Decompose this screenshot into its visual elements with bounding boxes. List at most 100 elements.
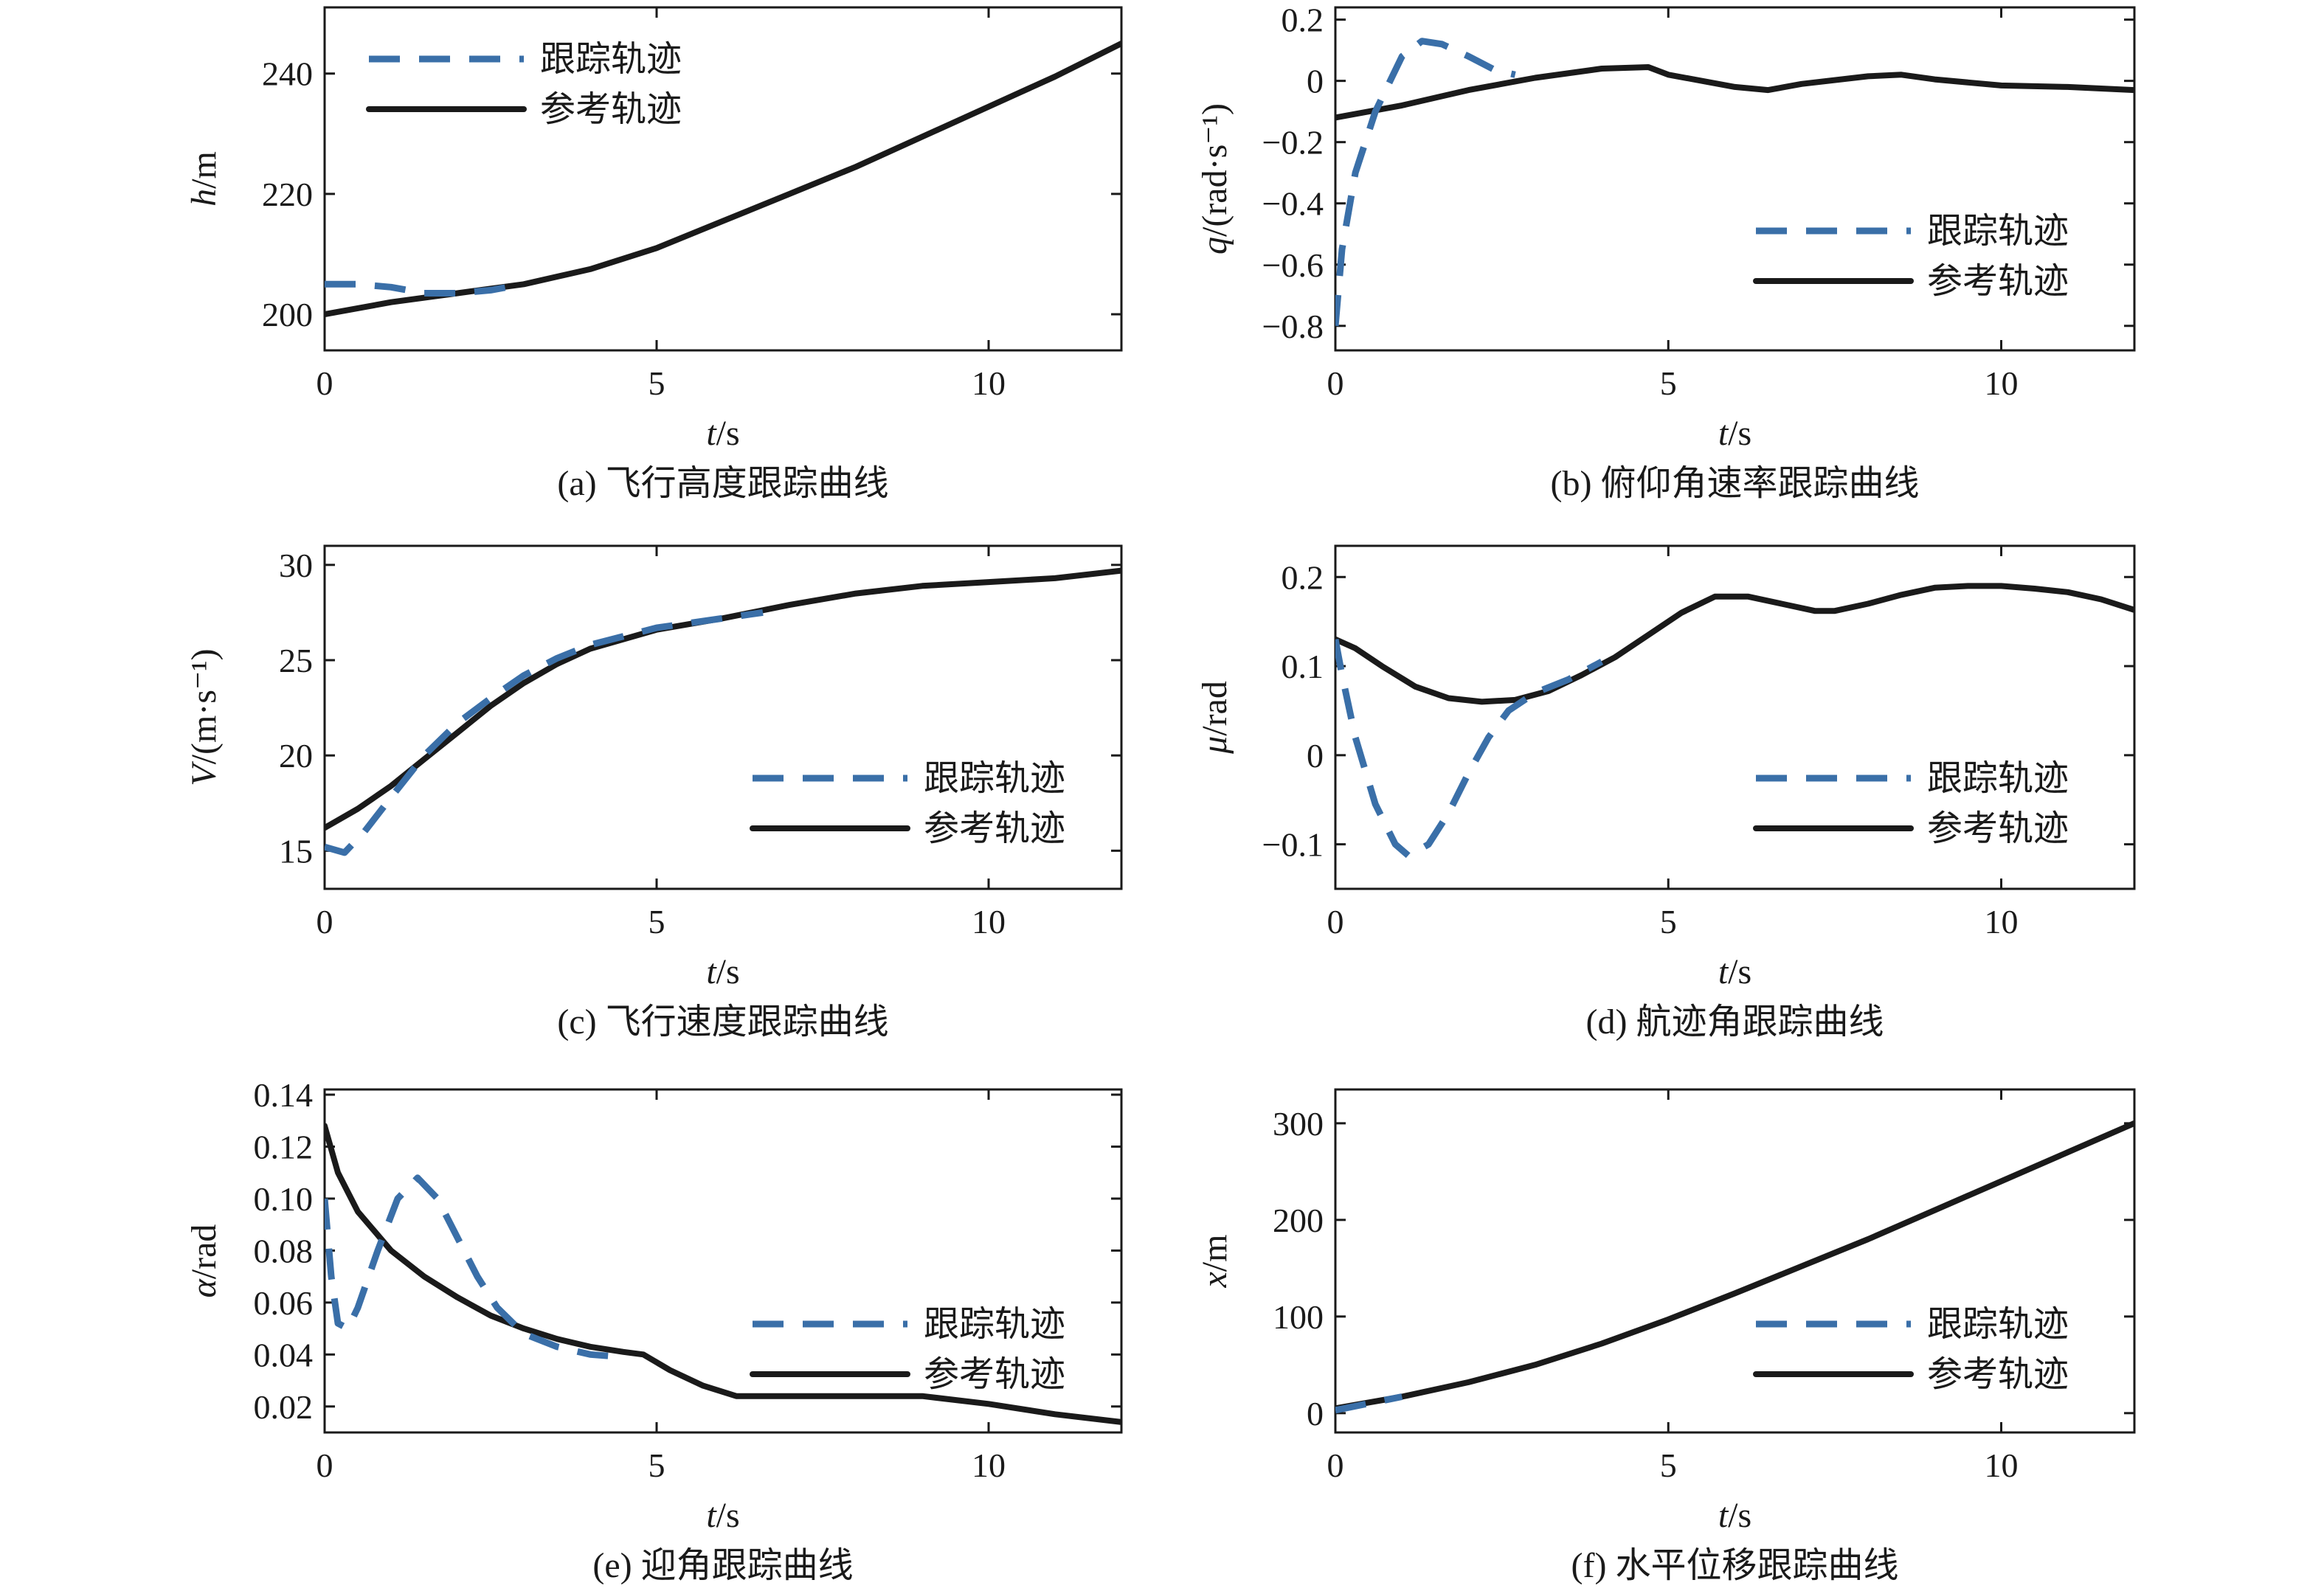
- panel-b-xlabel: t/s: [1718, 414, 1751, 453]
- legend-tracking-label: 跟踪轨迹: [1927, 759, 2069, 798]
- panel-e-ylabel: α/rad: [184, 1224, 224, 1298]
- panel-c-tracking-line: [325, 609, 764, 856]
- panel-a-tracking-line: [325, 280, 525, 297]
- panel-d-ytick-label: 0.2: [1282, 558, 1324, 596]
- panel-d-series-group: [1335, 583, 2134, 859]
- legend-tracking-label: 跟踪轨迹: [1927, 1305, 2069, 1344]
- panel-b-xlabel-symbol: t: [1718, 414, 1729, 453]
- panel-d-frame: [1334, 544, 2136, 890]
- panel-c-xlabel-symbol: t: [706, 952, 717, 991]
- panel-b-ytick-label: −0.2: [1262, 124, 1324, 162]
- legend-tracking-label: 跟踪轨迹: [924, 759, 1065, 798]
- legend-reference-label: 参考轨迹: [1927, 262, 2069, 301]
- panel-d-xlabel-unit: /s: [1728, 952, 1751, 991]
- panel-e-ytick-label: 0.14: [254, 1076, 314, 1114]
- panel-e-caption: (e) 迎角跟踪曲线: [592, 1546, 853, 1585]
- panel-d-tracking-line: [1335, 638, 1604, 859]
- panel-a-ylabel-unit: /m: [184, 151, 224, 189]
- panel-b-ylabel-symbol: q: [1195, 237, 1234, 254]
- legend-reference-label: 参考轨迹: [1927, 1355, 2069, 1394]
- panel-a-ylabel-symbol: h: [184, 189, 224, 207]
- panel-c-ytick-label: 15: [279, 832, 313, 870]
- panel-f-xtick-label: 0: [1327, 1446, 1344, 1484]
- panel-b-series-group: [1335, 38, 2134, 327]
- panel-c-series-group: [325, 567, 1121, 856]
- panel-f-ylabel: x/m: [1195, 1235, 1234, 1289]
- panel-c-frame: [323, 544, 1123, 890]
- panel-f-frame: [1334, 1088, 2136, 1434]
- panel-a-series-group: [325, 40, 1121, 318]
- panel-a-ytick-label: 200: [262, 296, 313, 333]
- panel-d-ylabel-symbol: μ: [1195, 736, 1234, 755]
- panel-a-xtick-label: 5: [649, 364, 665, 402]
- panel-f-tracking-line: [1335, 1393, 1403, 1414]
- panel-f-ytick-label: 100: [1273, 1298, 1324, 1336]
- panel-d: 0 5 10 0.2 0.1 0 −0.1 t/s μ/rad (d) 航迹角跟踪曲线 跟踪轨迹参考…: [1195, 544, 2136, 1042]
- panel-c-ylabel: V/(m·s⁻¹): [184, 648, 224, 786]
- panel-f-ylabel-unit: /m: [1195, 1235, 1234, 1272]
- panel-e-ylabel-symbol: α: [184, 1278, 224, 1297]
- panel-a-ytick-label: 240: [262, 55, 313, 93]
- panel-e-tracking-line: [325, 1174, 624, 1361]
- panel-e-ylabel-unit: /rad: [184, 1224, 224, 1280]
- panel-d-xlabel-symbol: t: [1718, 952, 1729, 991]
- legend-tracking-label: 跟踪轨迹: [540, 40, 682, 79]
- panel-e-reference-line: [325, 1123, 1121, 1425]
- panel-f-xtick-label: 5: [1660, 1446, 1677, 1484]
- panel-a-reference-line: [325, 40, 1121, 318]
- panel-b-xtick-label: 5: [1660, 364, 1677, 402]
- panel-d-ytick-label: 0: [1307, 737, 1324, 775]
- panel-e-xlabel-unit: /s: [716, 1496, 740, 1535]
- panel-f-xtick-label: 10: [1985, 1446, 2019, 1484]
- panel-c-ytick-label: 20: [279, 737, 313, 775]
- panel-f-ytick-label: 200: [1273, 1202, 1324, 1239]
- panel-f-xlabel: t/s: [1718, 1496, 1751, 1535]
- panel-b-xlabel-unit: /s: [1728, 414, 1751, 453]
- panel-e-xlabel: t/s: [706, 1496, 739, 1535]
- panel-d-xtick-label: 10: [1985, 903, 2019, 940]
- panel-d-xlabel: t/s: [1718, 952, 1751, 991]
- panel-e: 0 5 10 0.14 0.12 0.10 0.08 0.06 0.04 0.02 t/s α/rad…: [184, 1076, 1123, 1585]
- panel-f-ytick-label: 0: [1307, 1395, 1324, 1432]
- panel-b-ylabel: q/(rad·s⁻¹): [1195, 103, 1234, 254]
- panel-a-ytick-label: 220: [262, 176, 313, 213]
- panel-c-ytick-label: 30: [279, 547, 313, 584]
- panel-b-tracking-line: [1335, 38, 1516, 327]
- panel-c-xlabel-unit: /s: [716, 952, 740, 991]
- panel-b-ytick-label: −0.6: [1262, 246, 1324, 284]
- panel-d-ytick-label: 0.1: [1282, 648, 1324, 685]
- panel-b-caption: (b) 俯仰角速率跟踪曲线: [1551, 464, 1920, 503]
- panel-f-ylabel-symbol: x: [1195, 1272, 1234, 1288]
- panel-e-xtick-label: 5: [649, 1446, 665, 1484]
- panel-b-reference-line: [1335, 64, 2134, 121]
- panel-e-ytick-label: 0.06: [254, 1284, 314, 1322]
- legend-reference-label: 参考轨迹: [924, 1355, 1065, 1394]
- panel-c-xtick-label: 5: [649, 903, 665, 940]
- panel-c-caption: (c) 飞行速度跟踪曲线: [557, 1002, 888, 1042]
- panel-b-ytick-label: 0: [1307, 63, 1324, 100]
- legend-reference-label: 参考轨迹: [924, 809, 1065, 848]
- panel-b-ylabel-unit: /(rad·s⁻¹): [1195, 103, 1234, 237]
- panel-e-xtick-label: 0: [317, 1446, 333, 1484]
- panel-e-series-group: [325, 1123, 1121, 1425]
- panel-b-ytick-label: 0.2: [1282, 1, 1324, 39]
- panel-e-ytick-label: 0.02: [254, 1388, 314, 1426]
- legend-tracking-label: 跟踪轨迹: [1927, 212, 2069, 251]
- panel-b: 0 5 10 0.2 0 −0.2 −0.4 −0.6 −0.8 t/s q/(rad·s⁻¹) (b…: [1195, 1, 2136, 503]
- panel-e-ytick-label: 0.10: [254, 1180, 314, 1218]
- panel-a-xlabel-unit: /s: [716, 414, 740, 453]
- legend-reference-label: 参考轨迹: [540, 90, 682, 129]
- panel-e-frame: [323, 1088, 1123, 1434]
- panel-e-xlabel-symbol: t: [706, 1496, 717, 1535]
- panel-c-xtick-label: 0: [317, 903, 333, 940]
- panel-d-ylabel: μ/rad: [1195, 681, 1234, 755]
- panel-f-xlabel-unit: /s: [1728, 1496, 1751, 1535]
- panel-b-ytick-label: −0.4: [1262, 185, 1324, 223]
- panel-f-series-group: [1335, 1120, 2134, 1414]
- panel-e-xtick-label: 10: [972, 1446, 1006, 1484]
